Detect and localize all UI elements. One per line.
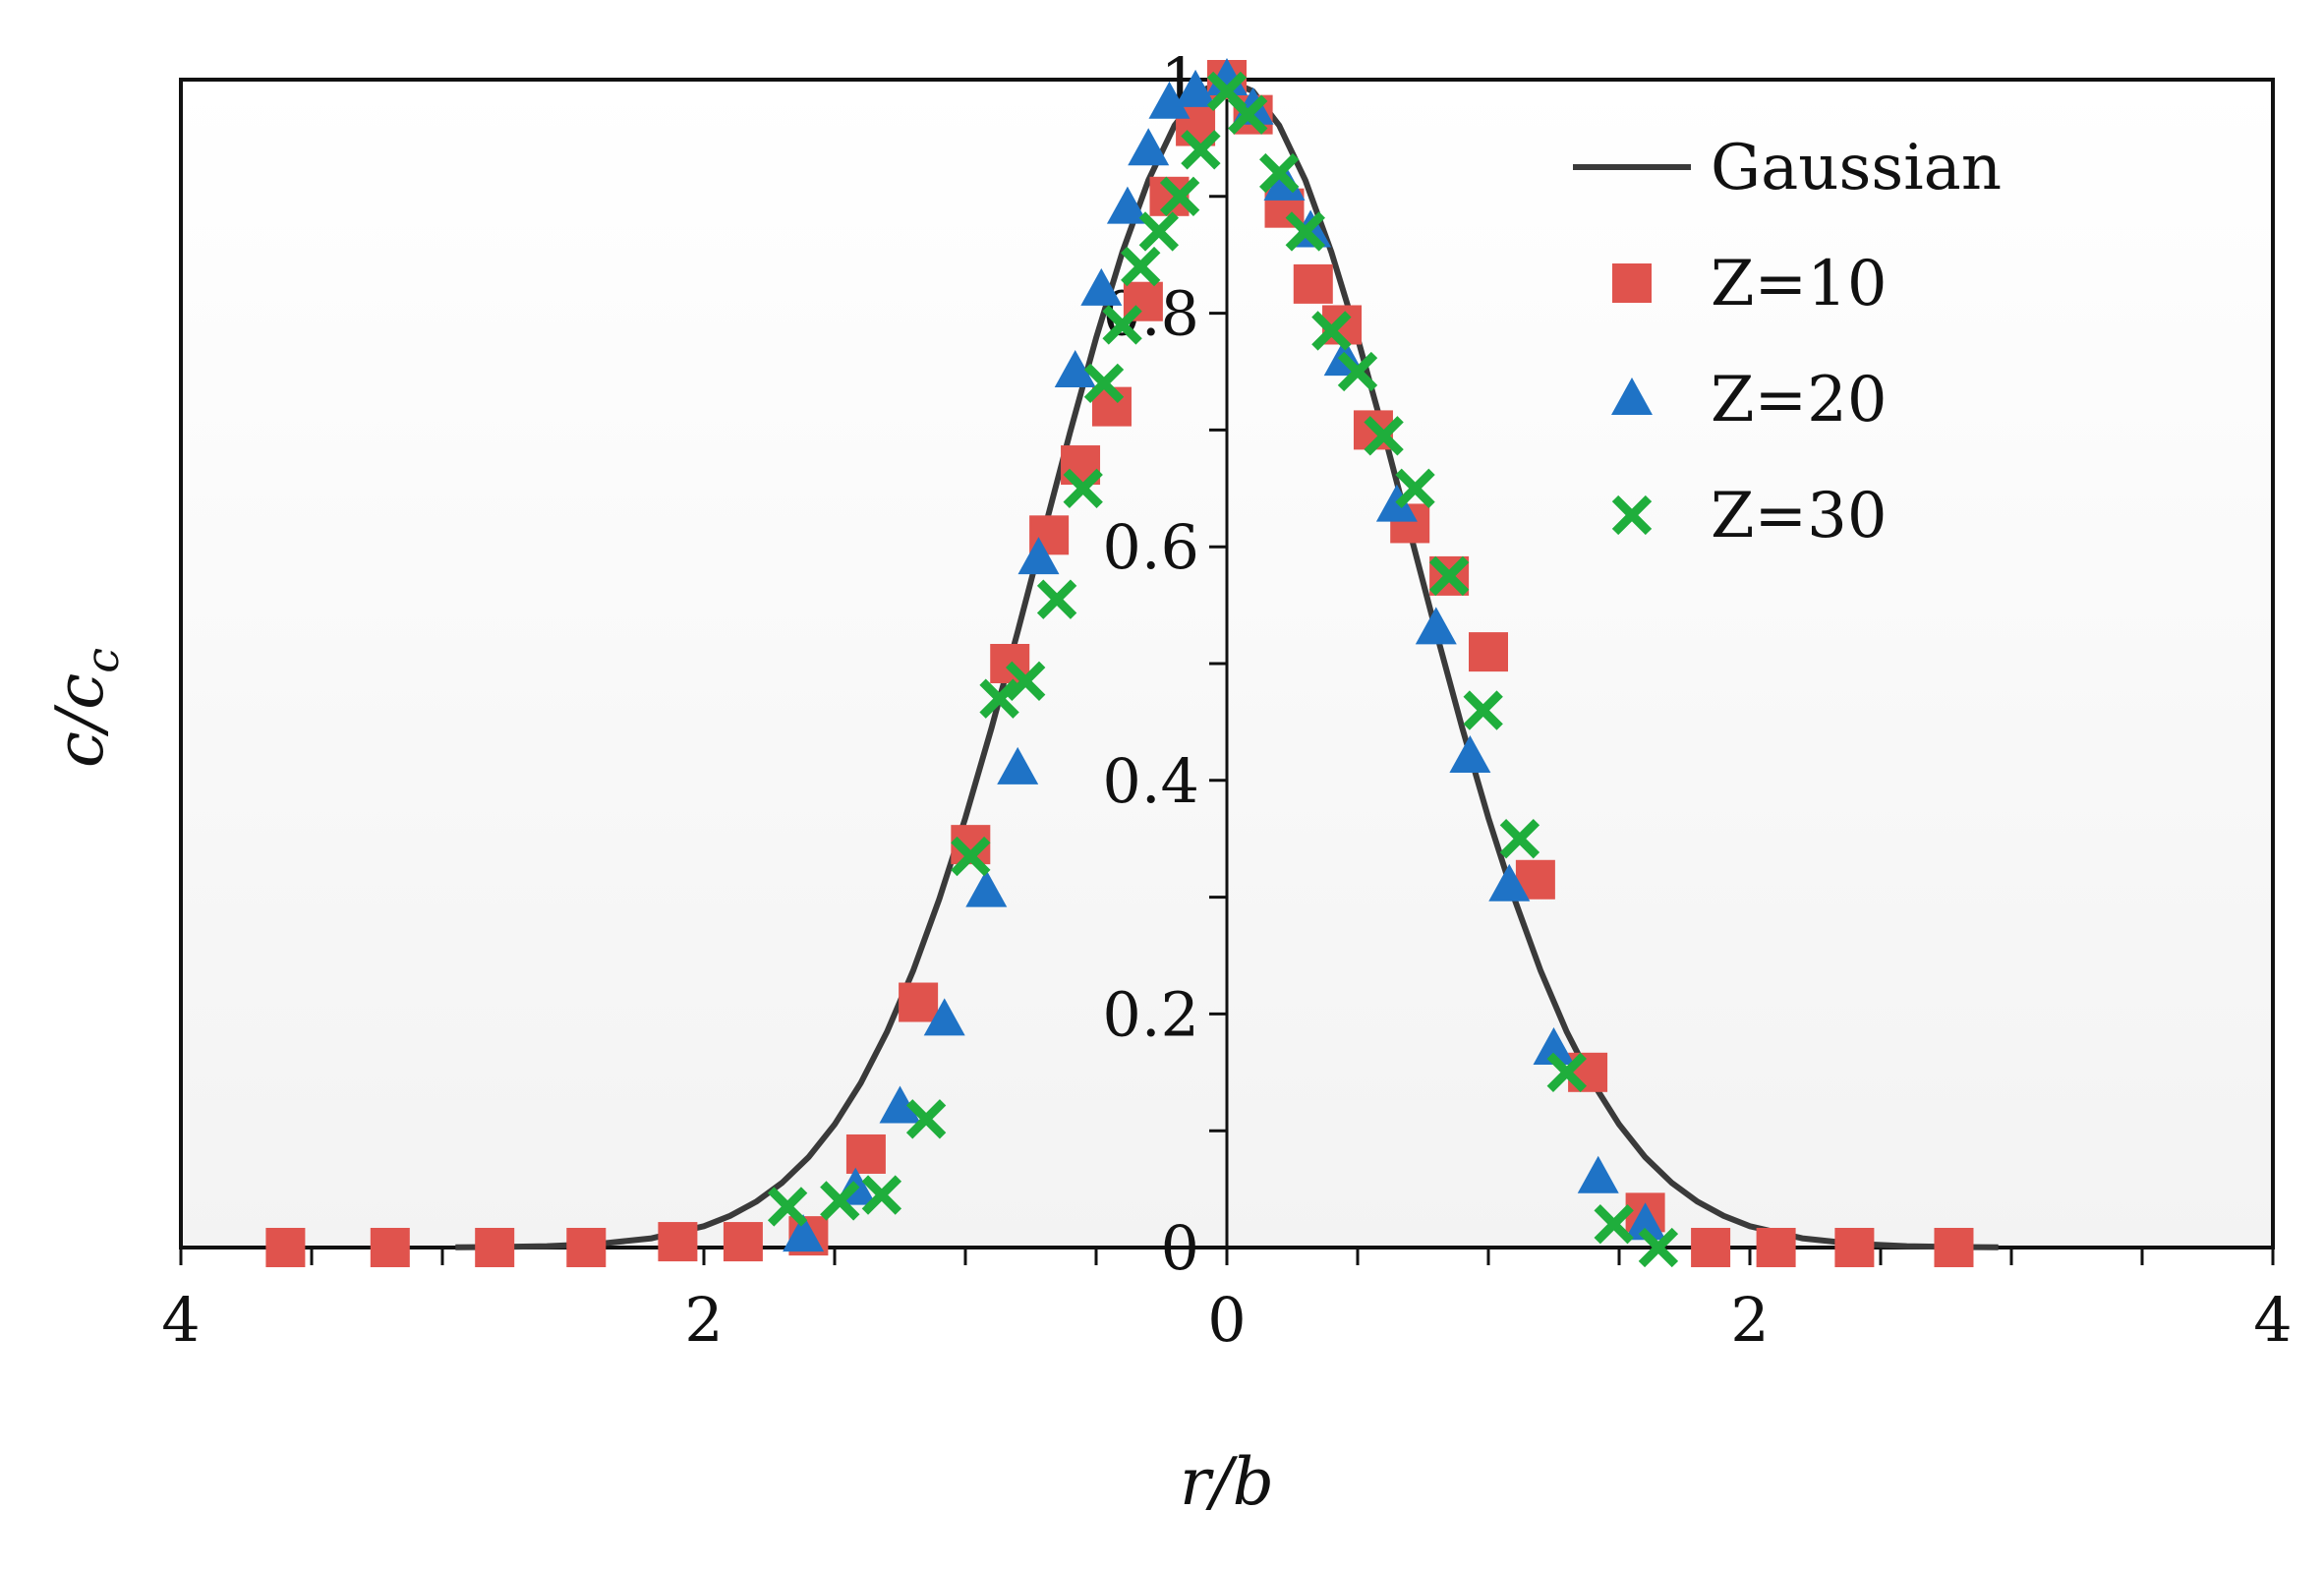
point-z-10 bbox=[475, 1228, 515, 1267]
x-tick-label: 4 bbox=[2253, 1284, 2292, 1356]
x-tick-label: 4 bbox=[161, 1284, 200, 1356]
point-z-20 bbox=[923, 998, 965, 1036]
point-z-30 bbox=[1228, 94, 1268, 135]
point-z-30 bbox=[1005, 661, 1046, 702]
point-z-20 bbox=[783, 1214, 825, 1252]
point-z-30 bbox=[1063, 468, 1103, 508]
point-z-20 bbox=[997, 746, 1039, 784]
point-z-30 bbox=[1159, 176, 1200, 216]
x-tick-label: 2 bbox=[1730, 1284, 1769, 1356]
point-z-30 bbox=[1594, 1204, 1634, 1245]
point-z-20 bbox=[1449, 735, 1491, 774]
legend-label-z-30: Z=30 bbox=[1711, 480, 1888, 552]
point-z-10 bbox=[1834, 1228, 1875, 1267]
point-z-20 bbox=[1175, 69, 1217, 107]
point-z-30 bbox=[1121, 246, 1161, 287]
point-z-20 bbox=[1080, 267, 1123, 306]
y-tick-label: 0.6 bbox=[1102, 511, 1199, 583]
legend-swatch-z-10 bbox=[1612, 263, 1652, 303]
point-z-30 bbox=[861, 1175, 902, 1215]
point-z-20 bbox=[1488, 863, 1531, 901]
point-z-20 bbox=[1624, 1202, 1666, 1241]
point-z-20 bbox=[1128, 128, 1170, 166]
point-z-30 bbox=[1638, 1227, 1679, 1268]
x-tick-label: 0 bbox=[1207, 1284, 1246, 1356]
point-z-20 bbox=[1577, 1155, 1619, 1193]
point-z-30 bbox=[905, 1099, 947, 1139]
point-z-20 bbox=[1106, 186, 1148, 224]
point-z-30 bbox=[1036, 579, 1077, 619]
point-z-30 bbox=[1138, 211, 1180, 252]
point-z-20 bbox=[1533, 1027, 1575, 1066]
point-z-30 bbox=[1102, 305, 1142, 345]
point-z-30 bbox=[1181, 130, 1221, 170]
point-z-10 bbox=[1934, 1228, 1974, 1267]
point-z-20 bbox=[965, 869, 1008, 907]
legend-swatch-z-20 bbox=[1611, 378, 1653, 415]
point-z-10 bbox=[566, 1228, 607, 1267]
legend-label-z-10: Z=10 bbox=[1711, 248, 1888, 320]
legend-label-z-20: Z=20 bbox=[1711, 364, 1888, 436]
point-z-10 bbox=[845, 1133, 886, 1174]
point-z-30 bbox=[1083, 363, 1125, 404]
point-z-10 bbox=[1691, 1228, 1731, 1267]
y-tick-label: 0 bbox=[1161, 1212, 1199, 1284]
point-z-30 bbox=[1285, 211, 1325, 252]
point-z-20 bbox=[1054, 350, 1096, 387]
point-z-30 bbox=[1311, 311, 1352, 351]
x-tick-label: 2 bbox=[684, 1284, 723, 1356]
point-z-30 bbox=[951, 836, 991, 877]
point-z-10 bbox=[1568, 1052, 1608, 1092]
y-axis-title: c/cc bbox=[42, 648, 129, 768]
point-z-10 bbox=[370, 1228, 410, 1267]
point-z-20 bbox=[879, 1085, 921, 1124]
legend-label-gaussian: Gaussian bbox=[1711, 132, 2002, 204]
point-z-30 bbox=[1364, 416, 1404, 456]
point-z-10 bbox=[899, 982, 939, 1022]
point-z-10 bbox=[658, 1222, 698, 1262]
legend: Gaussian Z=10 Z=20 Z=30 bbox=[1573, 132, 2002, 552]
point-z-30 bbox=[1395, 468, 1435, 508]
point-z-30 bbox=[979, 678, 1019, 719]
point-z-30 bbox=[1428, 555, 1470, 597]
point-z-30 bbox=[1463, 690, 1503, 730]
point-z-10 bbox=[265, 1228, 306, 1267]
point-z-30 bbox=[820, 1181, 860, 1221]
point-z-20 bbox=[1148, 81, 1191, 119]
point-z-20 bbox=[1415, 607, 1457, 645]
point-z-30 bbox=[1337, 351, 1378, 392]
point-z-30 bbox=[1499, 819, 1540, 859]
y-tick-label: 0.2 bbox=[1102, 978, 1199, 1050]
point-z-10 bbox=[1469, 632, 1508, 672]
point-z-10 bbox=[1756, 1228, 1796, 1267]
point-z-10 bbox=[1293, 263, 1333, 304]
point-z-10 bbox=[723, 1222, 763, 1262]
y-tick-label: 0.4 bbox=[1102, 745, 1199, 817]
x-axis-title: r/b bbox=[1180, 1444, 1274, 1520]
point-z-30 bbox=[767, 1187, 808, 1227]
point-z-20 bbox=[1017, 537, 1060, 575]
point-z-30 bbox=[1259, 152, 1300, 194]
legend-swatch-z-30 bbox=[1611, 494, 1653, 536]
point-z-30 bbox=[1546, 1052, 1587, 1092]
